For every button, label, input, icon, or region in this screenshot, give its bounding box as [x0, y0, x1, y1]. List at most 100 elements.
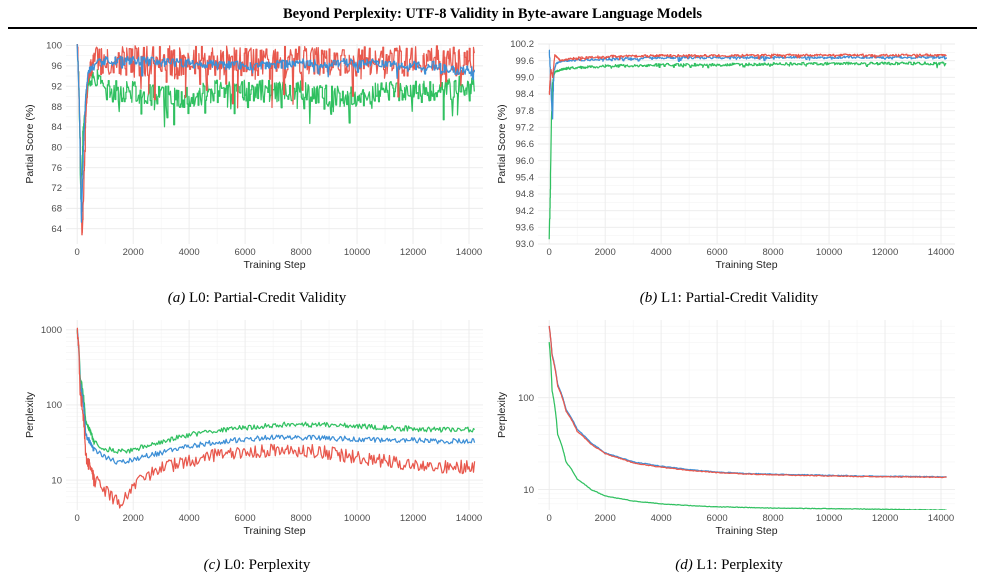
- y-tick-label: 94.2: [516, 206, 535, 217]
- y-tick-label: 100: [46, 41, 62, 52]
- x-tick-label: 6000: [235, 247, 256, 258]
- series-line-3: [548, 342, 947, 510]
- series-line-3: [548, 53, 947, 96]
- y-tick-label: 99.0: [516, 73, 535, 84]
- y-tick-label: 76: [51, 163, 62, 174]
- y-axis-label: Perplexity: [24, 391, 36, 438]
- chart-panel-b: 0 2000 4000 6000 8000 10000 12000 14000 93.0 93.6…: [496, 40, 961, 284]
- page-title: Beyond Perplexity: UTF-8 Validity in Byt…: [282, 6, 703, 22]
- chart-panel-c: 0 2000 4000 6000 8000 10000 12000 14000 10 100 100…: [24, 316, 489, 550]
- x-tick-label: 4000: [651, 247, 672, 258]
- axes: 0 2000 4000 6000 8000 10000 12000 14000 93.0 93.6…: [510, 40, 955, 258]
- series-group: [76, 327, 476, 509]
- y-tick-label: 96: [51, 61, 62, 72]
- y-tick-label: 97.2: [516, 123, 535, 134]
- caption-b: (b) L1: Partial-Credit Validity: [494, 290, 964, 307]
- x-tick-label: 12000: [872, 513, 898, 524]
- caption-d: (d) L1: Perplexity: [494, 557, 964, 574]
- x-tick-label: 12000: [400, 513, 426, 524]
- y-tick-label: 94.8: [516, 189, 535, 200]
- series-line-2: [76, 328, 476, 465]
- x-tick-label: 10000: [344, 247, 370, 258]
- x-tick-label: 14000: [456, 513, 482, 524]
- caption-d-label: (d): [675, 557, 693, 573]
- series-group: [548, 49, 947, 240]
- caption-c-text: L0: Perplexity: [224, 557, 311, 573]
- y-tick-label: 68: [51, 204, 62, 215]
- chart-a: 0 2000 4000 6000 8000 10000 12000 14000 64 68 72 76…: [24, 41, 483, 271]
- y-tick-label: 64: [51, 224, 62, 235]
- caption-d-text: L1: Perplexity: [696, 557, 783, 573]
- x-tick-label: 10000: [816, 513, 842, 524]
- x-tick-label: 6000: [235, 513, 256, 524]
- minor-grid: [66, 320, 483, 510]
- chart-panel-a: 0 2000 4000 6000 8000 10000 12000 14000 64 68 72 76…: [24, 40, 489, 284]
- y-tick-label: 96.6: [516, 139, 535, 150]
- x-tick-label: 2000: [595, 513, 616, 524]
- x-tick-label: 0: [547, 513, 552, 524]
- series-line-1: [76, 330, 476, 454]
- caption-a-text: L0: Partial-Credit Validity: [189, 290, 347, 306]
- series-group: [548, 325, 947, 510]
- x-tick-label: 8000: [291, 513, 312, 524]
- caption-c: (c) L0: Perplexity: [22, 557, 492, 574]
- x-tick-label: 4000: [179, 247, 200, 258]
- y-axis-label: Partial Score (%): [496, 104, 508, 183]
- caption-b-text: L1: Partial-Credit Validity: [661, 290, 819, 306]
- series-group: [76, 44, 475, 236]
- y-tick-label: 100: [46, 400, 62, 411]
- y-tick-label: 72: [51, 183, 62, 194]
- x-axis-label: Training Step: [715, 525, 777, 537]
- y-axis-label: Perplexity: [496, 391, 508, 438]
- chart-d: 0200040006000800010000120001400010100100…: [496, 320, 955, 537]
- y-tick-label: 92: [51, 81, 62, 92]
- x-tick-label: 14000: [928, 513, 954, 524]
- series-line-1: [548, 61, 947, 240]
- x-tick-label: 10000: [344, 513, 370, 524]
- series-line-2: [76, 44, 475, 236]
- x-tick-label: 2000: [123, 247, 144, 258]
- x-tick-label: 14000: [456, 247, 482, 258]
- minor-grid: [66, 44, 483, 244]
- y-tick-label: 96.0: [516, 156, 535, 167]
- x-axis-label: Training Step: [243, 525, 305, 537]
- minor-grid: [538, 320, 955, 510]
- y-tick-label: 88: [51, 102, 62, 113]
- x-tick-label: 12000: [400, 247, 426, 258]
- y-tick-label: 100.2: [510, 40, 534, 50]
- axes: 0 2000 4000 6000 8000 10000 12000 14000 64 68 72 76…: [46, 41, 483, 258]
- x-tick-label: 4000: [179, 513, 200, 524]
- x-tick-label: 2000: [123, 513, 144, 524]
- x-tick-label: 0: [75, 513, 80, 524]
- x-tick-label: 10000: [816, 247, 842, 258]
- x-tick-label: 6000: [707, 513, 728, 524]
- y-tick-label: 80: [51, 143, 62, 154]
- x-tick-label: 0: [547, 247, 552, 258]
- caption-b-label: (b): [639, 290, 658, 306]
- caption-c-label: (c): [203, 557, 221, 573]
- y-tick-label: 100: [518, 393, 534, 404]
- x-tick-label: 6000: [707, 247, 728, 258]
- chart-c: 0 2000 4000 6000 8000 10000 12000 14000 10 100 100…: [24, 320, 483, 537]
- y-tick-label: 93.6: [516, 223, 535, 234]
- x-tick-label: 12000: [872, 247, 898, 258]
- x-axis-label: Training Step: [243, 259, 305, 271]
- x-tick-label: 4000: [651, 513, 672, 524]
- x-axis-label: Training Step: [715, 259, 777, 271]
- axes: 0200040006000800010000120001400010100100…: [518, 320, 955, 524]
- y-tick-label: 1000: [41, 325, 62, 336]
- y-tick-label: 97.8: [516, 106, 535, 117]
- series-line-3: [76, 44, 475, 223]
- title-rule: [8, 27, 977, 29]
- y-tick-label: 98.4: [516, 89, 535, 100]
- series-line-3: [76, 327, 476, 509]
- x-tick-label: 8000: [763, 247, 784, 258]
- y-tick-label: 95.4: [516, 173, 535, 184]
- x-tick-label: 0: [75, 247, 80, 258]
- y-tick-label: 99.6: [516, 56, 535, 67]
- y-tick-label: 84: [51, 122, 62, 133]
- y-axis-label: Partial Score (%): [24, 104, 36, 183]
- caption-a-label: (a): [167, 290, 186, 306]
- y-tick-label: 93.0: [516, 239, 535, 250]
